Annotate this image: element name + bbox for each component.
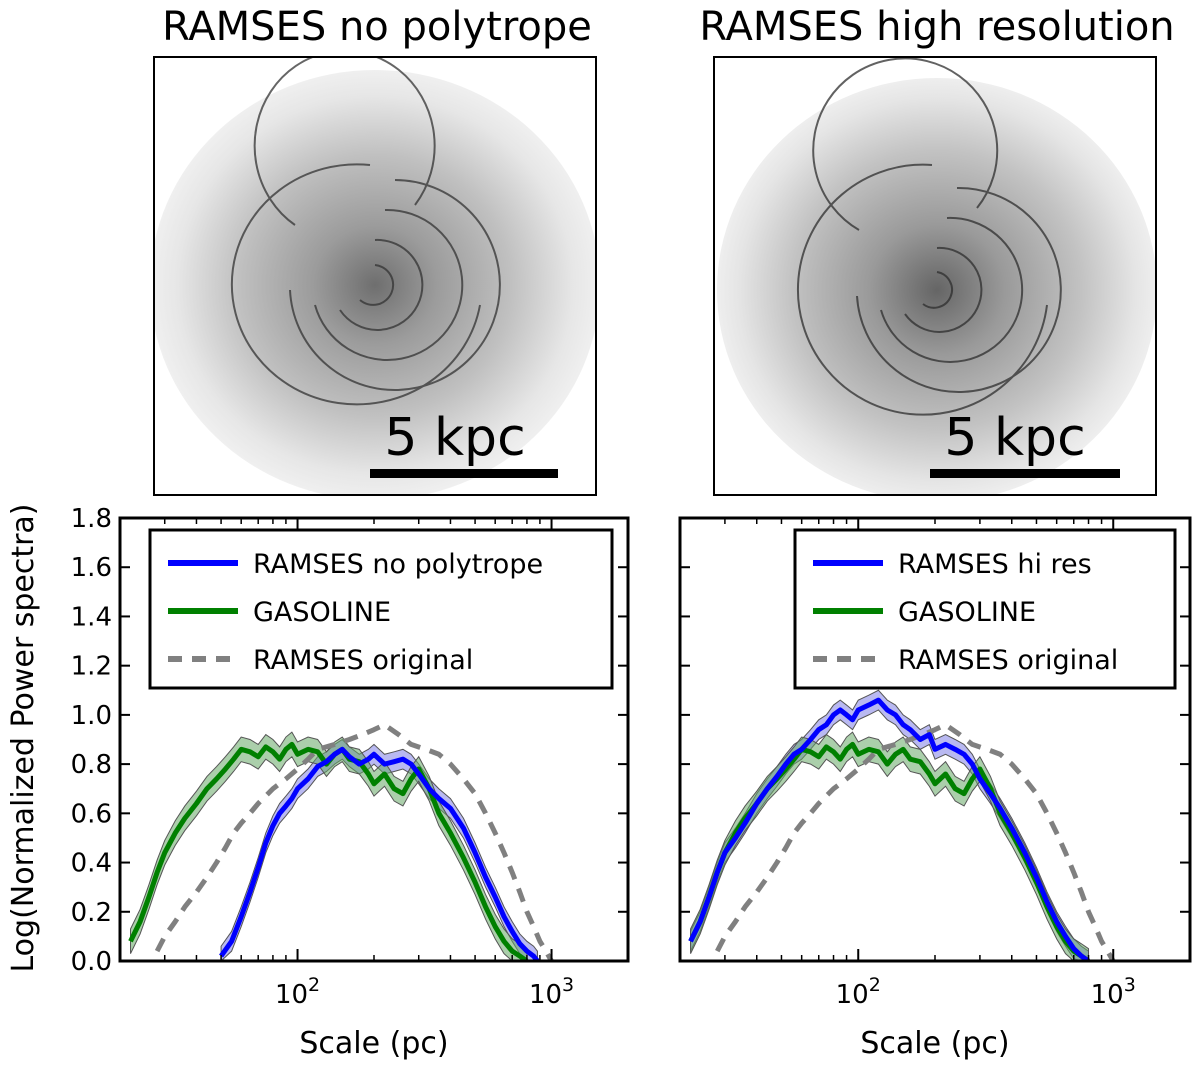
galaxy-frame-left	[153, 56, 597, 496]
legend-label: RAMSES original	[253, 645, 473, 676]
legend-label: RAMSES no polytrope	[253, 549, 543, 580]
scalebar-label-right: 5 kpc	[944, 408, 1085, 468]
y-tick-label: 1.2	[71, 652, 112, 682]
panel-title-right: RAMSES high resolution	[699, 4, 1174, 50]
scalebar-left	[370, 469, 558, 478]
series-layer	[128, 722, 554, 961]
y-tick-label: 0.2	[71, 898, 112, 928]
scalebar-label-left: 5 kpc	[384, 408, 525, 468]
y-tick-label: 1.8	[71, 504, 112, 534]
legend: RAMSES no polytrope GASOLINE RAMSES origin…	[148, 528, 614, 690]
legend-label: GASOLINE	[253, 597, 391, 628]
series-line-1	[128, 741, 529, 961]
y-tick-label: 0.4	[71, 849, 112, 879]
legend-label: GASOLINE	[898, 597, 1036, 628]
scalebar-right	[930, 469, 1120, 478]
series-layer	[688, 689, 1116, 961]
y-axis-label: Log(Normalized Power spectra)	[6, 504, 41, 973]
series-line-0	[688, 697, 1090, 961]
y-tick-label: 1.6	[71, 553, 112, 583]
legend-label: RAMSES original	[898, 645, 1118, 676]
y-tick-label: 0.6	[71, 799, 112, 829]
y-tick-label: 0.8	[71, 750, 112, 780]
x-axis-label: Scale (pc)	[299, 1026, 448, 1061]
legend-label: RAMSES hi res	[898, 549, 1092, 580]
power-spectrum-plot-left: 0.0 0.2 0.4 0.6 0.8 1.0 1.2 1.4 1.6 1.8 102 103 Scal…	[71, 504, 630, 1061]
y-tick-label: 1.0	[71, 701, 112, 731]
y-tick-label: 1.4	[71, 602, 112, 632]
uncertainty-band-1	[690, 731, 1090, 961]
panel-title-left: RAMSES no polytrope	[162, 4, 592, 50]
legend: RAMSES hi res GASOLINE RAMSES original	[793, 528, 1177, 690]
galaxy-image-left	[154, 57, 596, 495]
series-line-2	[715, 722, 1116, 961]
galaxy-image-right	[714, 57, 1156, 495]
x-tick-label: 103	[1091, 974, 1136, 1010]
galaxy-frame-right	[713, 56, 1157, 496]
x-tick-label: 103	[529, 974, 574, 1010]
series-line-0	[219, 746, 540, 961]
x-tick-label: 102	[275, 974, 320, 1010]
uncertainty-band-0	[690, 689, 1090, 961]
y-tick-label: 0.0	[71, 947, 112, 977]
x-tick-label: 102	[836, 974, 881, 1010]
x-axis-label: Scale (pc)	[860, 1026, 1009, 1061]
